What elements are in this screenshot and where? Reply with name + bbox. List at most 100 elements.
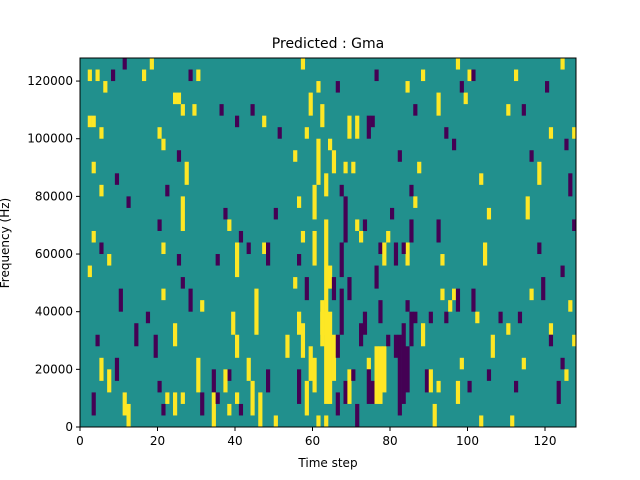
y-tick-label: 0 bbox=[65, 420, 73, 434]
heatmap-cell bbox=[188, 288, 193, 312]
heatmap-cell bbox=[537, 242, 542, 255]
heatmap-cell bbox=[149, 58, 154, 70]
heatmap-cell bbox=[413, 196, 418, 208]
heatmap-cell bbox=[506, 104, 511, 116]
heatmap-cell bbox=[564, 369, 569, 381]
heatmap-cell bbox=[444, 127, 449, 139]
heatmap-cell bbox=[335, 81, 340, 93]
heatmap-cell bbox=[444, 311, 449, 324]
heatmap-cell bbox=[196, 69, 201, 82]
heatmap-cell bbox=[572, 334, 577, 347]
heatmap-cell bbox=[378, 242, 383, 255]
heatmap-cell bbox=[157, 219, 162, 231]
heatmap-cell bbox=[343, 161, 348, 174]
heatmap-cell bbox=[308, 346, 313, 381]
heatmap-cell bbox=[564, 138, 569, 151]
y-axis: 0 20000 40000 60000 80000 100000 120000 bbox=[27, 74, 80, 434]
heatmap-cell bbox=[409, 311, 414, 347]
heatmap-cell bbox=[440, 288, 445, 301]
heatmap-cell bbox=[211, 369, 216, 393]
heatmap-cell bbox=[176, 92, 182, 105]
heatmap-cell bbox=[238, 230, 244, 243]
heatmap-cell bbox=[572, 127, 577, 139]
heatmap-cell bbox=[366, 115, 371, 139]
heatmap-cell bbox=[180, 392, 185, 404]
heatmap-cell bbox=[215, 392, 220, 404]
heatmap-cell bbox=[235, 242, 240, 278]
heatmap-cell bbox=[176, 254, 182, 266]
y-tick-label: 60000 bbox=[35, 247, 73, 261]
heatmap-cell bbox=[459, 357, 464, 370]
x-tick-label: 80 bbox=[382, 434, 397, 448]
heatmap-cell bbox=[506, 323, 511, 335]
heatmap-cell bbox=[335, 334, 340, 358]
heatmap-cell bbox=[335, 392, 340, 416]
heatmap-cell bbox=[331, 150, 337, 174]
heatmap-cell bbox=[405, 81, 410, 93]
heatmap-cell bbox=[359, 323, 364, 347]
heatmap-cell bbox=[529, 150, 534, 162]
heatmap-cell bbox=[529, 288, 534, 301]
heatmap-cell bbox=[211, 392, 216, 427]
heatmap-cell bbox=[134, 323, 139, 347]
heatmap-cell bbox=[548, 323, 554, 335]
heatmap-cell bbox=[405, 346, 410, 393]
heatmap-cell bbox=[556, 380, 561, 404]
heatmap-cell bbox=[246, 242, 251, 255]
y-axis-label: Frequency (Hz) bbox=[0, 198, 12, 289]
heatmap-cell bbox=[324, 173, 329, 197]
heatmap-cell bbox=[91, 161, 96, 174]
heatmap-cell bbox=[452, 288, 457, 301]
heatmap-cell bbox=[297, 311, 302, 335]
heatmap-cell bbox=[99, 242, 104, 255]
heatmap-cell bbox=[405, 300, 410, 312]
heatmap-cell bbox=[514, 380, 519, 393]
heatmap-cell bbox=[328, 265, 333, 289]
x-axis: 0 20 40 60 80 100 120 bbox=[76, 427, 556, 448]
heatmap-cell bbox=[227, 403, 232, 416]
heatmap-cell bbox=[157, 380, 162, 393]
heatmap-cell bbox=[304, 380, 309, 416]
heatmap-cell bbox=[316, 81, 321, 93]
heatmap-cell bbox=[370, 380, 375, 404]
heatmap-cell bbox=[386, 230, 391, 243]
heatmap-cell bbox=[273, 415, 278, 427]
heatmap-cell bbox=[118, 288, 123, 312]
heatmap-cell bbox=[324, 219, 329, 404]
heatmap-cell bbox=[401, 323, 406, 404]
heatmap-cell bbox=[173, 392, 178, 416]
heatmap-cell bbox=[486, 207, 492, 220]
heatmap-cell bbox=[490, 334, 495, 358]
heatmap-cell bbox=[359, 230, 364, 243]
heatmap-cell bbox=[250, 380, 255, 416]
heatmap-cell bbox=[351, 161, 356, 174]
heatmap-cell bbox=[370, 115, 375, 128]
heatmap-cell bbox=[312, 230, 317, 266]
heatmap-cell bbox=[393, 242, 399, 266]
heatmap-cell bbox=[316, 415, 321, 427]
heatmap-cell bbox=[568, 300, 573, 312]
heatmap-cell bbox=[300, 230, 306, 243]
heatmap-cell bbox=[355, 115, 360, 139]
heatmap-cell bbox=[390, 207, 395, 220]
heatmap-cell bbox=[107, 254, 112, 266]
heatmap-cell bbox=[312, 357, 317, 393]
heatmap-cell bbox=[235, 392, 240, 404]
chart-title: Predicted : Gma bbox=[272, 36, 384, 52]
heatmap-cell bbox=[122, 392, 127, 416]
plot-frame bbox=[79, 57, 577, 428]
heatmap-cell bbox=[436, 380, 441, 393]
plot-area bbox=[79, 57, 577, 428]
heatmap-cell bbox=[409, 184, 414, 197]
x-tick-label: 120 bbox=[534, 434, 557, 448]
heatmap-cell bbox=[424, 369, 430, 393]
heatmap-cell bbox=[405, 242, 410, 266]
heatmap-cell bbox=[467, 69, 472, 82]
heatmap-cell bbox=[483, 242, 488, 266]
x-tick-label: 20 bbox=[150, 434, 165, 448]
heatmap-cell bbox=[498, 311, 503, 324]
y-tick-label: 100000 bbox=[27, 132, 73, 146]
heatmap-cell bbox=[258, 392, 263, 427]
heatmap-cell bbox=[545, 81, 550, 93]
